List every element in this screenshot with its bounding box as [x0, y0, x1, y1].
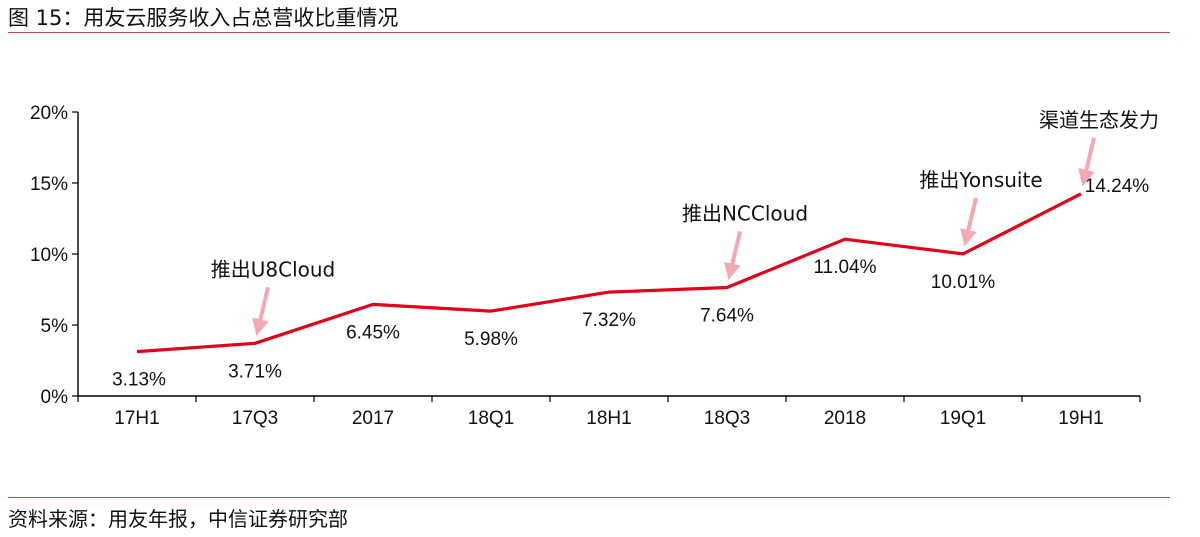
x-tick-label: 2018	[824, 408, 866, 429]
footer-rule	[8, 497, 1170, 498]
annotation-arrow	[252, 286, 270, 336]
x-tick-label: 18Q1	[468, 408, 514, 429]
data-label: 11.04%	[813, 257, 876, 278]
data-label: 14.24%	[1085, 176, 1150, 197]
y-tick-label: 0%	[41, 387, 69, 408]
x-tick-label: 19Q1	[940, 408, 986, 429]
y-tick-label: 20%	[30, 103, 68, 124]
x-tick-label: 17H1	[114, 408, 159, 429]
header-rule	[8, 32, 1170, 33]
annotation-label: 推出U8Cloud	[211, 257, 336, 281]
data-label: 7.64%	[700, 306, 754, 327]
annotation-label: 推出NCCloud	[682, 202, 808, 226]
annotation-arrow	[724, 231, 742, 281]
x-tick-label: 18Q3	[704, 408, 750, 429]
annotation-label: 推出Yonsuite	[919, 168, 1042, 192]
annotation-arrow	[960, 197, 978, 247]
annotation-arrow	[1078, 137, 1096, 187]
data-label: 6.45%	[346, 322, 400, 343]
source-note: 资料来源：用友年报，中信证券研究部	[8, 507, 348, 531]
y-tick-label: 5%	[41, 316, 69, 337]
data-label: 7.32%	[582, 310, 636, 331]
data-label: 3.71%	[228, 361, 282, 382]
data-label: 5.98%	[464, 329, 518, 350]
line-chart: 0% 5% 10% 15% 20% 17H1 17Q3 2017 18Q1 18H1 18Q3 201…	[30, 103, 1159, 429]
x-tick-label: 2017	[352, 408, 394, 429]
x-tick-label: 17Q3	[232, 408, 278, 429]
data-label: 10.01%	[931, 272, 996, 293]
annotation-label: 渠道生态发力	[1039, 108, 1159, 132]
data-label: 3.13%	[112, 370, 166, 391]
series-line	[136, 192, 1082, 354]
x-tick-label: 18H1	[586, 408, 631, 429]
x-tick-label: 19H1	[1058, 408, 1103, 429]
figure-title: 图 15：用友云服务收入占总营收比重情况	[8, 6, 399, 30]
y-tick-label: 15%	[30, 174, 68, 195]
y-tick-label: 10%	[30, 245, 68, 266]
